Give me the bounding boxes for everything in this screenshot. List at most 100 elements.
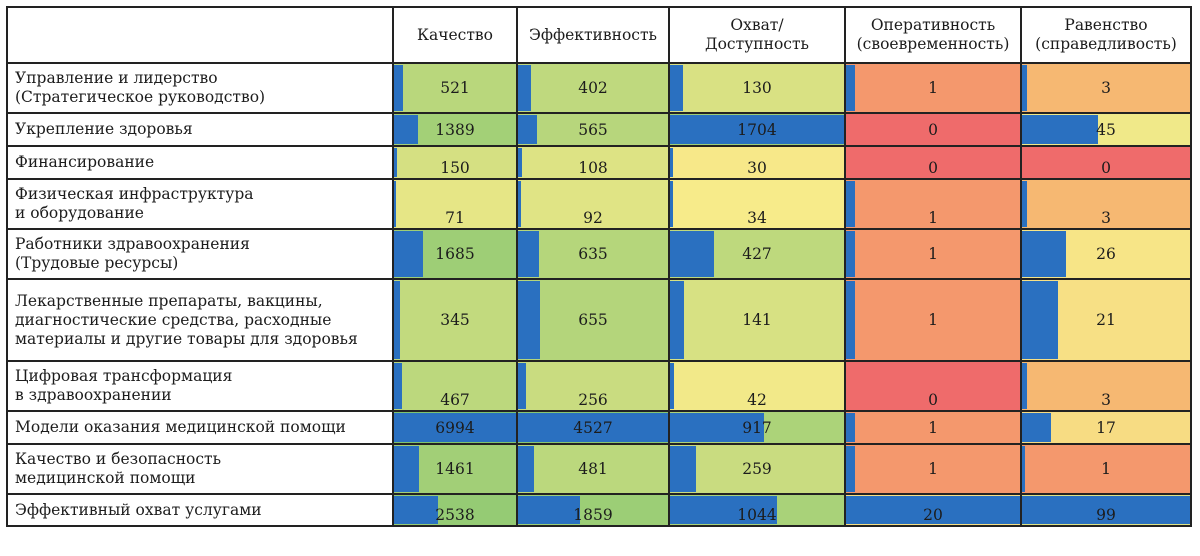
heatmap-cell: 1685 [392,228,518,280]
heatmap-cell: 1044 [668,493,846,527]
cell-value: 108 [578,159,608,177]
column-header-label: Оперативность (своевременность) [856,16,1010,53]
data-bar [847,231,855,277]
data-bar [671,65,684,111]
heatmap-cell: 1389 [392,112,518,147]
table-row: Работники здравоохранения (Трудовые ресу… [6,228,1192,280]
data-bar [1023,231,1067,277]
data-bar [671,363,675,409]
cell-value: 917 [742,418,772,437]
row-header: Управление и лидерство (Стратегическое р… [6,62,394,114]
data-bar [1023,181,1028,227]
heatmap-cell: 402 [516,62,670,114]
cell-value: 1 [928,245,938,263]
heatmap-cell: 99 [1020,493,1192,527]
table-row: Физическая инфраструктура и оборудование… [6,178,1192,230]
cell-value: 1859 [573,506,613,524]
row-header: Эффективный охват услугами [6,493,394,527]
data-bar [671,281,685,359]
cell-value: 4527 [573,418,613,437]
data-bar [671,231,714,277]
cell-value: 1 [928,79,938,97]
heatmap-cell: 1 [844,443,1022,495]
data-bar [671,115,843,144]
heatmap-cell: 0 [844,112,1022,147]
data-bar [847,446,855,492]
table-row: Модели оказания медицинской помощи 6994 45… [6,410,1192,445]
column-header: Эффективность [516,6,670,64]
cell-value: 34 [747,209,767,227]
data-bar [519,281,540,359]
cell-value: 3 [1101,209,1111,227]
heatmap-cell: 1461 [392,443,518,495]
data-bar [1023,446,1026,492]
cell-value: 402 [578,79,608,97]
cell-value: 1 [928,418,938,437]
data-bar [1023,496,1189,524]
heatmap-cell: 256 [516,360,670,412]
row-header: Физическая инфраструктура и оборудование [6,178,394,230]
table-row: Финансирование 150 108 30 0 0 [6,145,1192,180]
cell-value: 150 [440,159,470,177]
cell-value: 0 [928,391,938,409]
cell-value: 26 [1096,245,1116,263]
heatmap-cell: 21 [1020,278,1192,362]
cell-value: 42 [747,391,767,409]
data-bar [519,363,527,409]
table-row: Качество и безопасность медицинской помо… [6,443,1192,495]
cell-value: 17 [1096,418,1116,437]
heatmap-cell: 1 [844,62,1022,114]
heatmap-cell: 0 [844,145,1022,180]
row-header-label: Работники здравоохранения (Трудовые ресу… [15,235,250,272]
data-bar [1023,413,1051,442]
cell-value: 71 [445,209,465,227]
row-header: Финансирование [6,145,394,180]
data-bar [519,181,522,227]
cell-value: 141 [742,311,772,329]
heatmap-cell: 521 [392,62,518,114]
cell-value: 481 [578,460,608,478]
data-bar [395,363,403,409]
heatmap-cell: 427 [668,228,846,280]
cell-value: 565 [578,120,608,139]
heatmap-cell: 565 [516,112,670,147]
data-bar [395,413,515,442]
cell-value: 467 [440,391,470,409]
data-bar [519,65,532,111]
data-bar [395,148,397,177]
corner-cell [6,6,394,64]
heatmap-cell: 3 [1020,62,1192,114]
column-header-label: Качество [417,25,493,44]
row-header-label: Укрепление здоровья [15,120,193,138]
row-header: Модели оказания медицинской помощи [6,410,394,445]
heatmap-cell: 1 [844,278,1022,362]
cell-value: 0 [928,120,938,139]
data-bar [671,181,674,227]
heatmap-cell: 1 [844,178,1022,230]
cell-value: 1461 [435,460,475,478]
heatmap-cell: 467 [392,360,518,412]
heatmap-cell: 20 [844,493,1022,527]
data-bar [395,115,419,144]
heatmap-cell: 3 [1020,178,1192,230]
cell-value: 3 [1101,391,1111,409]
row-header-label: Лекарственные препараты, вакцины, диагно… [15,291,358,348]
data-bar [671,446,697,492]
heatmap-cell: 1704 [668,112,846,147]
data-bar [395,496,439,524]
heatmap-cell: 1 [1020,443,1192,495]
heatmap-cell: 1859 [516,493,670,527]
heatmap-cell: 0 [1020,145,1192,180]
table-row: Лекарственные препараты, вакцины, диагно… [6,278,1192,362]
heatmap-cell: 45 [1020,112,1192,147]
cell-value: 1 [1101,460,1111,478]
heatmap-cell: 481 [516,443,670,495]
heatmap-cell: 30 [668,145,846,180]
row-header-label: Эффективный охват услугами [15,500,262,519]
cell-value: 655 [578,311,608,329]
data-bar [519,148,522,177]
data-bar [395,446,420,492]
data-bar [847,181,855,227]
data-bar [395,181,397,227]
column-header: Качество [392,6,518,64]
